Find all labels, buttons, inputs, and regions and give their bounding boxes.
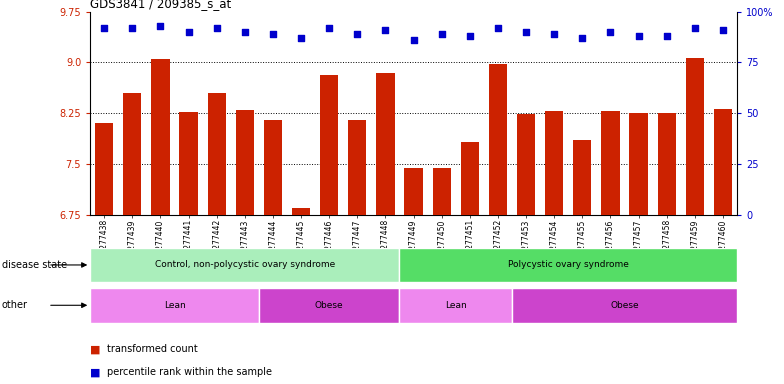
Point <box>238 29 251 35</box>
Point <box>98 25 111 31</box>
Bar <box>208 93 226 215</box>
Point <box>408 37 420 43</box>
Point <box>267 31 279 37</box>
Text: other: other <box>2 300 27 310</box>
Text: Lean: Lean <box>445 301 466 310</box>
Bar <box>348 120 366 215</box>
Point <box>351 31 364 37</box>
Bar <box>488 64 507 215</box>
Point <box>463 33 476 39</box>
Bar <box>573 141 591 215</box>
Bar <box>90 288 259 323</box>
Text: Obese: Obese <box>610 301 639 310</box>
Bar <box>236 110 254 215</box>
Point <box>210 25 223 31</box>
Point <box>323 25 336 31</box>
Bar <box>90 248 400 282</box>
Bar <box>405 167 423 215</box>
Bar <box>123 93 141 215</box>
Point <box>435 31 448 37</box>
Point <box>717 27 729 33</box>
Bar <box>658 113 676 215</box>
Bar <box>151 59 169 215</box>
Bar <box>95 124 114 215</box>
Bar <box>512 288 737 323</box>
Point <box>520 29 532 35</box>
Bar <box>433 167 451 215</box>
Point <box>492 25 504 31</box>
Text: transformed count: transformed count <box>107 344 198 354</box>
Bar <box>686 58 704 215</box>
Bar <box>400 248 737 282</box>
Text: percentile rank within the sample: percentile rank within the sample <box>107 367 272 377</box>
Bar <box>545 111 564 215</box>
Text: ■: ■ <box>90 344 100 354</box>
Bar <box>320 74 339 215</box>
Bar <box>630 113 648 215</box>
Text: ■: ■ <box>90 367 100 377</box>
Point <box>379 27 392 33</box>
Bar <box>601 111 619 215</box>
Point <box>126 25 139 31</box>
Bar <box>259 288 400 323</box>
Point <box>183 29 195 35</box>
Bar <box>263 120 282 215</box>
Text: Control, non-polycystic ovary syndrome: Control, non-polycystic ovary syndrome <box>154 260 335 270</box>
Point <box>688 25 701 31</box>
Bar <box>713 109 732 215</box>
Bar <box>180 112 198 215</box>
Text: GDS3841 / 209385_s_at: GDS3841 / 209385_s_at <box>90 0 231 10</box>
Point <box>604 29 617 35</box>
Bar <box>461 142 479 215</box>
Point <box>295 35 307 41</box>
Text: Obese: Obese <box>315 301 343 310</box>
Bar <box>292 208 310 215</box>
Text: disease state: disease state <box>2 260 67 270</box>
Bar <box>517 114 535 215</box>
Bar <box>400 288 512 323</box>
Point <box>576 35 589 41</box>
Point <box>548 31 561 37</box>
Bar <box>376 73 394 215</box>
Point <box>660 33 673 39</box>
Text: Polycystic ovary syndrome: Polycystic ovary syndrome <box>508 260 629 270</box>
Point <box>632 33 644 39</box>
Text: Lean: Lean <box>164 301 185 310</box>
Point <box>154 23 167 29</box>
